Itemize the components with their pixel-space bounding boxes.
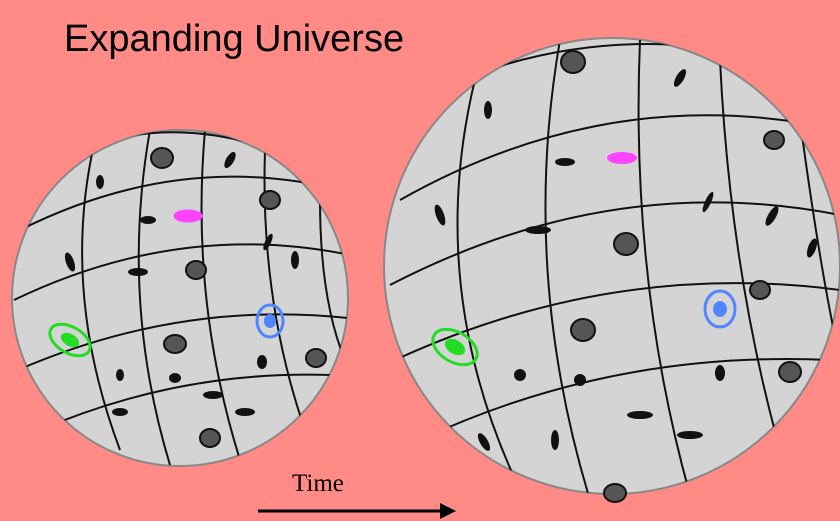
blue-galaxy-large bbox=[703, 289, 737, 329]
small-sphere-galaxies bbox=[48, 147, 327, 448]
large-sphere-grid bbox=[389, 39, 840, 494]
small-sphere-body bbox=[11, 129, 349, 467]
green-galaxy-large bbox=[431, 327, 479, 367]
large-sphere-galaxies bbox=[431, 50, 818, 503]
green-galaxy bbox=[48, 322, 92, 358]
small-sphere-grid bbox=[13, 130, 348, 466]
large-universe-sphere bbox=[383, 37, 840, 503]
magenta-galaxy bbox=[173, 209, 203, 223]
time-label: Time bbox=[292, 470, 344, 497]
time-arrow bbox=[258, 503, 456, 519]
blue-galaxy bbox=[255, 303, 285, 339]
magenta-galaxy-large bbox=[607, 152, 637, 164]
diagram-title: Expanding Universe bbox=[64, 18, 405, 60]
small-universe-sphere bbox=[11, 129, 349, 467]
